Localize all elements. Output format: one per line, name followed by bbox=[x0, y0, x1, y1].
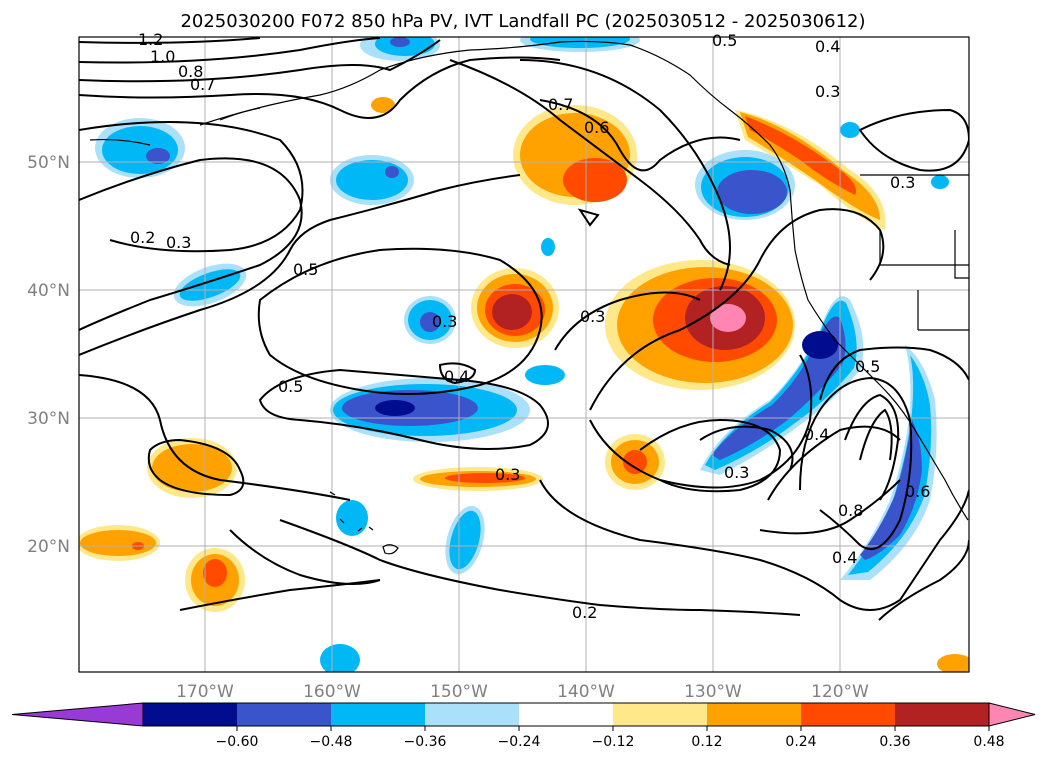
map-frame bbox=[78, 36, 970, 673]
colorbar-frame bbox=[142, 702, 990, 727]
figure-title: 2025030200 F072 850 hPa PV, IVT Landfall… bbox=[180, 11, 865, 32]
contour-label: 0.3 bbox=[890, 173, 915, 192]
contour-label: 0.6 bbox=[584, 118, 609, 137]
contour-label: 1.0 bbox=[150, 47, 175, 66]
contour-label: 0.7 bbox=[190, 75, 215, 94]
colorbar-bin bbox=[143, 703, 238, 726]
contour-label: 0.3 bbox=[724, 463, 749, 482]
lon-label: 150°W bbox=[430, 682, 488, 702]
colorbar-bin bbox=[801, 703, 896, 726]
pv-negative-shading bbox=[95, 37, 949, 672]
contour-label: 0.4 bbox=[832, 548, 857, 567]
colorbar-tick-label: 0.36 bbox=[879, 734, 910, 750]
colorbar-tick-label: 0.12 bbox=[691, 734, 722, 750]
colorbar-bin bbox=[331, 703, 426, 726]
contour-label: 0.3 bbox=[580, 307, 605, 326]
coastlines bbox=[89, 40, 969, 555]
colorbar-tick-label: 0.48 bbox=[973, 734, 1004, 750]
lat-label: 30°N bbox=[27, 409, 70, 429]
pv-positive-shading bbox=[79, 97, 969, 672]
lon-label: 130°W bbox=[684, 682, 742, 702]
lon-label: 160°W bbox=[303, 682, 361, 702]
latitude-labels: 50°N 40°N 30°N 20°N bbox=[27, 153, 70, 557]
contour-label: 0.8 bbox=[178, 62, 203, 81]
colorbar-tick-label: −0.24 bbox=[498, 734, 541, 750]
contour-label: 0.2 bbox=[572, 603, 597, 622]
contour-label: 0.5 bbox=[278, 377, 303, 396]
contour-label: 0.4 bbox=[804, 425, 829, 444]
contour-label: 0.7 bbox=[548, 95, 573, 114]
contour-label: 0.5 bbox=[855, 357, 880, 376]
contour-label: 0.3 bbox=[495, 465, 520, 484]
colorbar-bin bbox=[237, 703, 332, 726]
contour-label: 0.8 bbox=[838, 501, 863, 520]
colorbar-extend-low bbox=[11, 702, 144, 727]
colorbar-tick-label: 0.24 bbox=[785, 734, 816, 750]
colorbar-bin bbox=[895, 703, 990, 726]
lon-label: 170°W bbox=[176, 682, 234, 702]
colorbar-bin bbox=[519, 703, 614, 726]
contour-label: 1.2 bbox=[138, 30, 163, 49]
lat-label: 40°N bbox=[27, 281, 70, 301]
map-panel: 1.2 1.0 0.8 0.7 0.5 0.4 0.3 0.6 0.7 0.3 … bbox=[78, 30, 970, 673]
contour-label: 0.3 bbox=[815, 82, 840, 101]
colorbar-tick-label: −0.12 bbox=[592, 734, 635, 750]
pv-contours bbox=[79, 37, 969, 621]
colorbar-tick-label: −0.60 bbox=[216, 734, 259, 750]
colorbar: −0.60 −0.48 −0.36 −0.24 −0.12 0.12 0.24 0.36 0.4… bbox=[11, 702, 1036, 750]
contour-label: 0.6 bbox=[905, 482, 930, 501]
colorbar-tick-label: −0.36 bbox=[404, 734, 447, 750]
lat-label: 50°N bbox=[27, 153, 70, 173]
lon-label: 140°W bbox=[557, 682, 615, 702]
gridlines bbox=[79, 37, 969, 672]
colorbar-extend-high bbox=[988, 702, 1036, 727]
contour-labels: 1.2 1.0 0.8 0.7 0.5 0.4 0.3 0.6 0.7 0.3 … bbox=[130, 30, 930, 622]
contour-label: 0.2 bbox=[130, 228, 155, 247]
lon-label: 120°W bbox=[811, 682, 869, 702]
colorbar-bin bbox=[707, 703, 802, 726]
contour-label: 0.5 bbox=[293, 260, 318, 279]
colorbar-tick-label: −0.48 bbox=[310, 734, 353, 750]
contour-label: 0.5 bbox=[712, 31, 737, 50]
contour-label: 0.3 bbox=[432, 312, 457, 331]
contour-label: 0.3 bbox=[166, 233, 191, 252]
colorbar-bin bbox=[425, 703, 520, 726]
longitude-labels: 170°W 160°W 150°W 140°W 130°W 120°W bbox=[176, 682, 869, 702]
contour-label: 0.4 bbox=[815, 37, 840, 56]
colorbar-bin bbox=[613, 703, 708, 726]
pv-shading bbox=[79, 37, 969, 672]
contour-1-2 bbox=[79, 37, 261, 44]
contour-label: 0.4 bbox=[444, 367, 469, 386]
lat-label: 20°N bbox=[27, 537, 70, 557]
